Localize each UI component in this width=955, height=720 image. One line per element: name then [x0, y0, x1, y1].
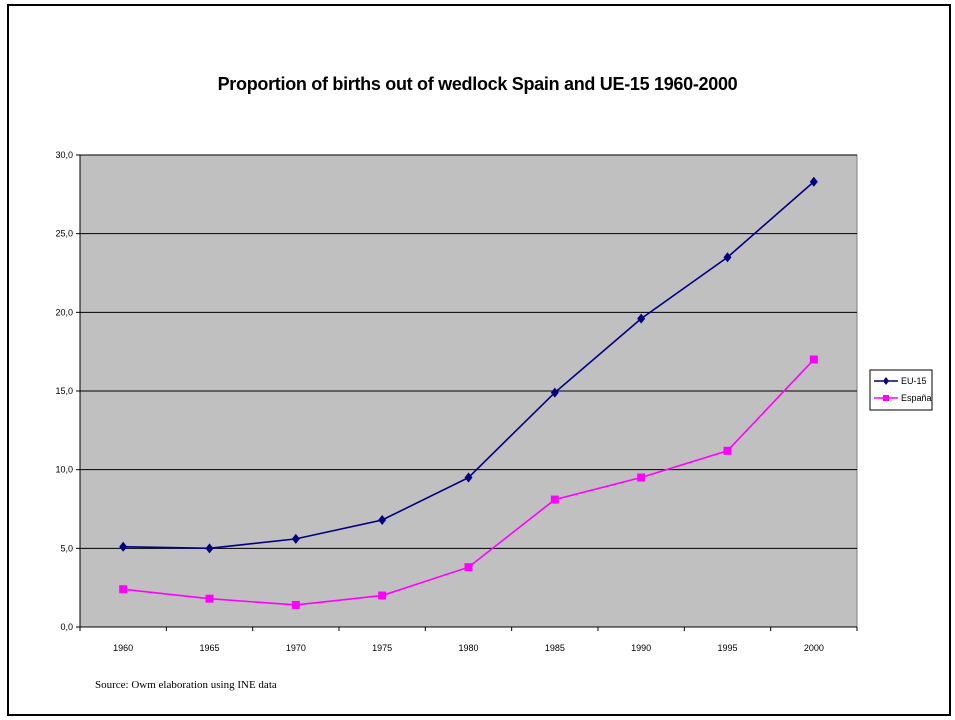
data-point-marker	[464, 563, 473, 572]
data-point-marker	[637, 313, 646, 324]
legend-label: EU-15	[901, 376, 927, 386]
data-point-marker	[550, 495, 559, 504]
data-point-marker	[378, 515, 387, 526]
data-point-marker	[291, 600, 300, 609]
data-point-marker	[723, 446, 732, 455]
data-point-marker	[723, 252, 732, 263]
data-point-marker	[119, 585, 128, 594]
y-tick-label: 5,0	[60, 543, 73, 553]
legend-box	[869, 369, 933, 411]
y-tick-label: 30,0	[55, 150, 73, 160]
data-point-marker	[205, 543, 214, 554]
legend-marker	[883, 377, 889, 385]
x-tick-label: 1970	[286, 643, 306, 653]
x-tick-label: 2000	[804, 643, 824, 653]
data-point-marker	[291, 533, 300, 544]
x-tick-label: 1980	[458, 643, 478, 653]
y-tick-label: 25,0	[55, 229, 73, 239]
x-tick-label: 1985	[545, 643, 565, 653]
x-tick-label: 1960	[113, 643, 133, 653]
x-tick-label: 1975	[372, 643, 392, 653]
legend-label: España	[901, 393, 932, 403]
data-point-marker	[378, 591, 387, 600]
data-point-marker	[637, 473, 646, 482]
data-point-marker	[464, 472, 473, 483]
data-point-marker	[205, 594, 214, 603]
x-tick-label: 1990	[631, 643, 651, 653]
y-tick-label: 20,0	[55, 307, 73, 317]
data-point-marker	[119, 541, 128, 552]
data-point-marker	[809, 176, 818, 187]
y-tick-label: 15,0	[55, 386, 73, 396]
legend-marker	[883, 395, 889, 401]
x-tick-label: 1995	[717, 643, 737, 653]
data-point-marker	[809, 355, 818, 364]
data-point-marker	[550, 387, 559, 398]
chart-title: Proportion of births out of wedlock Spai…	[217, 74, 738, 94]
y-tick-label: 10,0	[55, 465, 73, 475]
source-note: Source: Owm elaboration using INE data	[95, 679, 277, 691]
y-tick-label: 0,0	[60, 622, 73, 632]
x-tick-label: 1965	[199, 643, 219, 653]
